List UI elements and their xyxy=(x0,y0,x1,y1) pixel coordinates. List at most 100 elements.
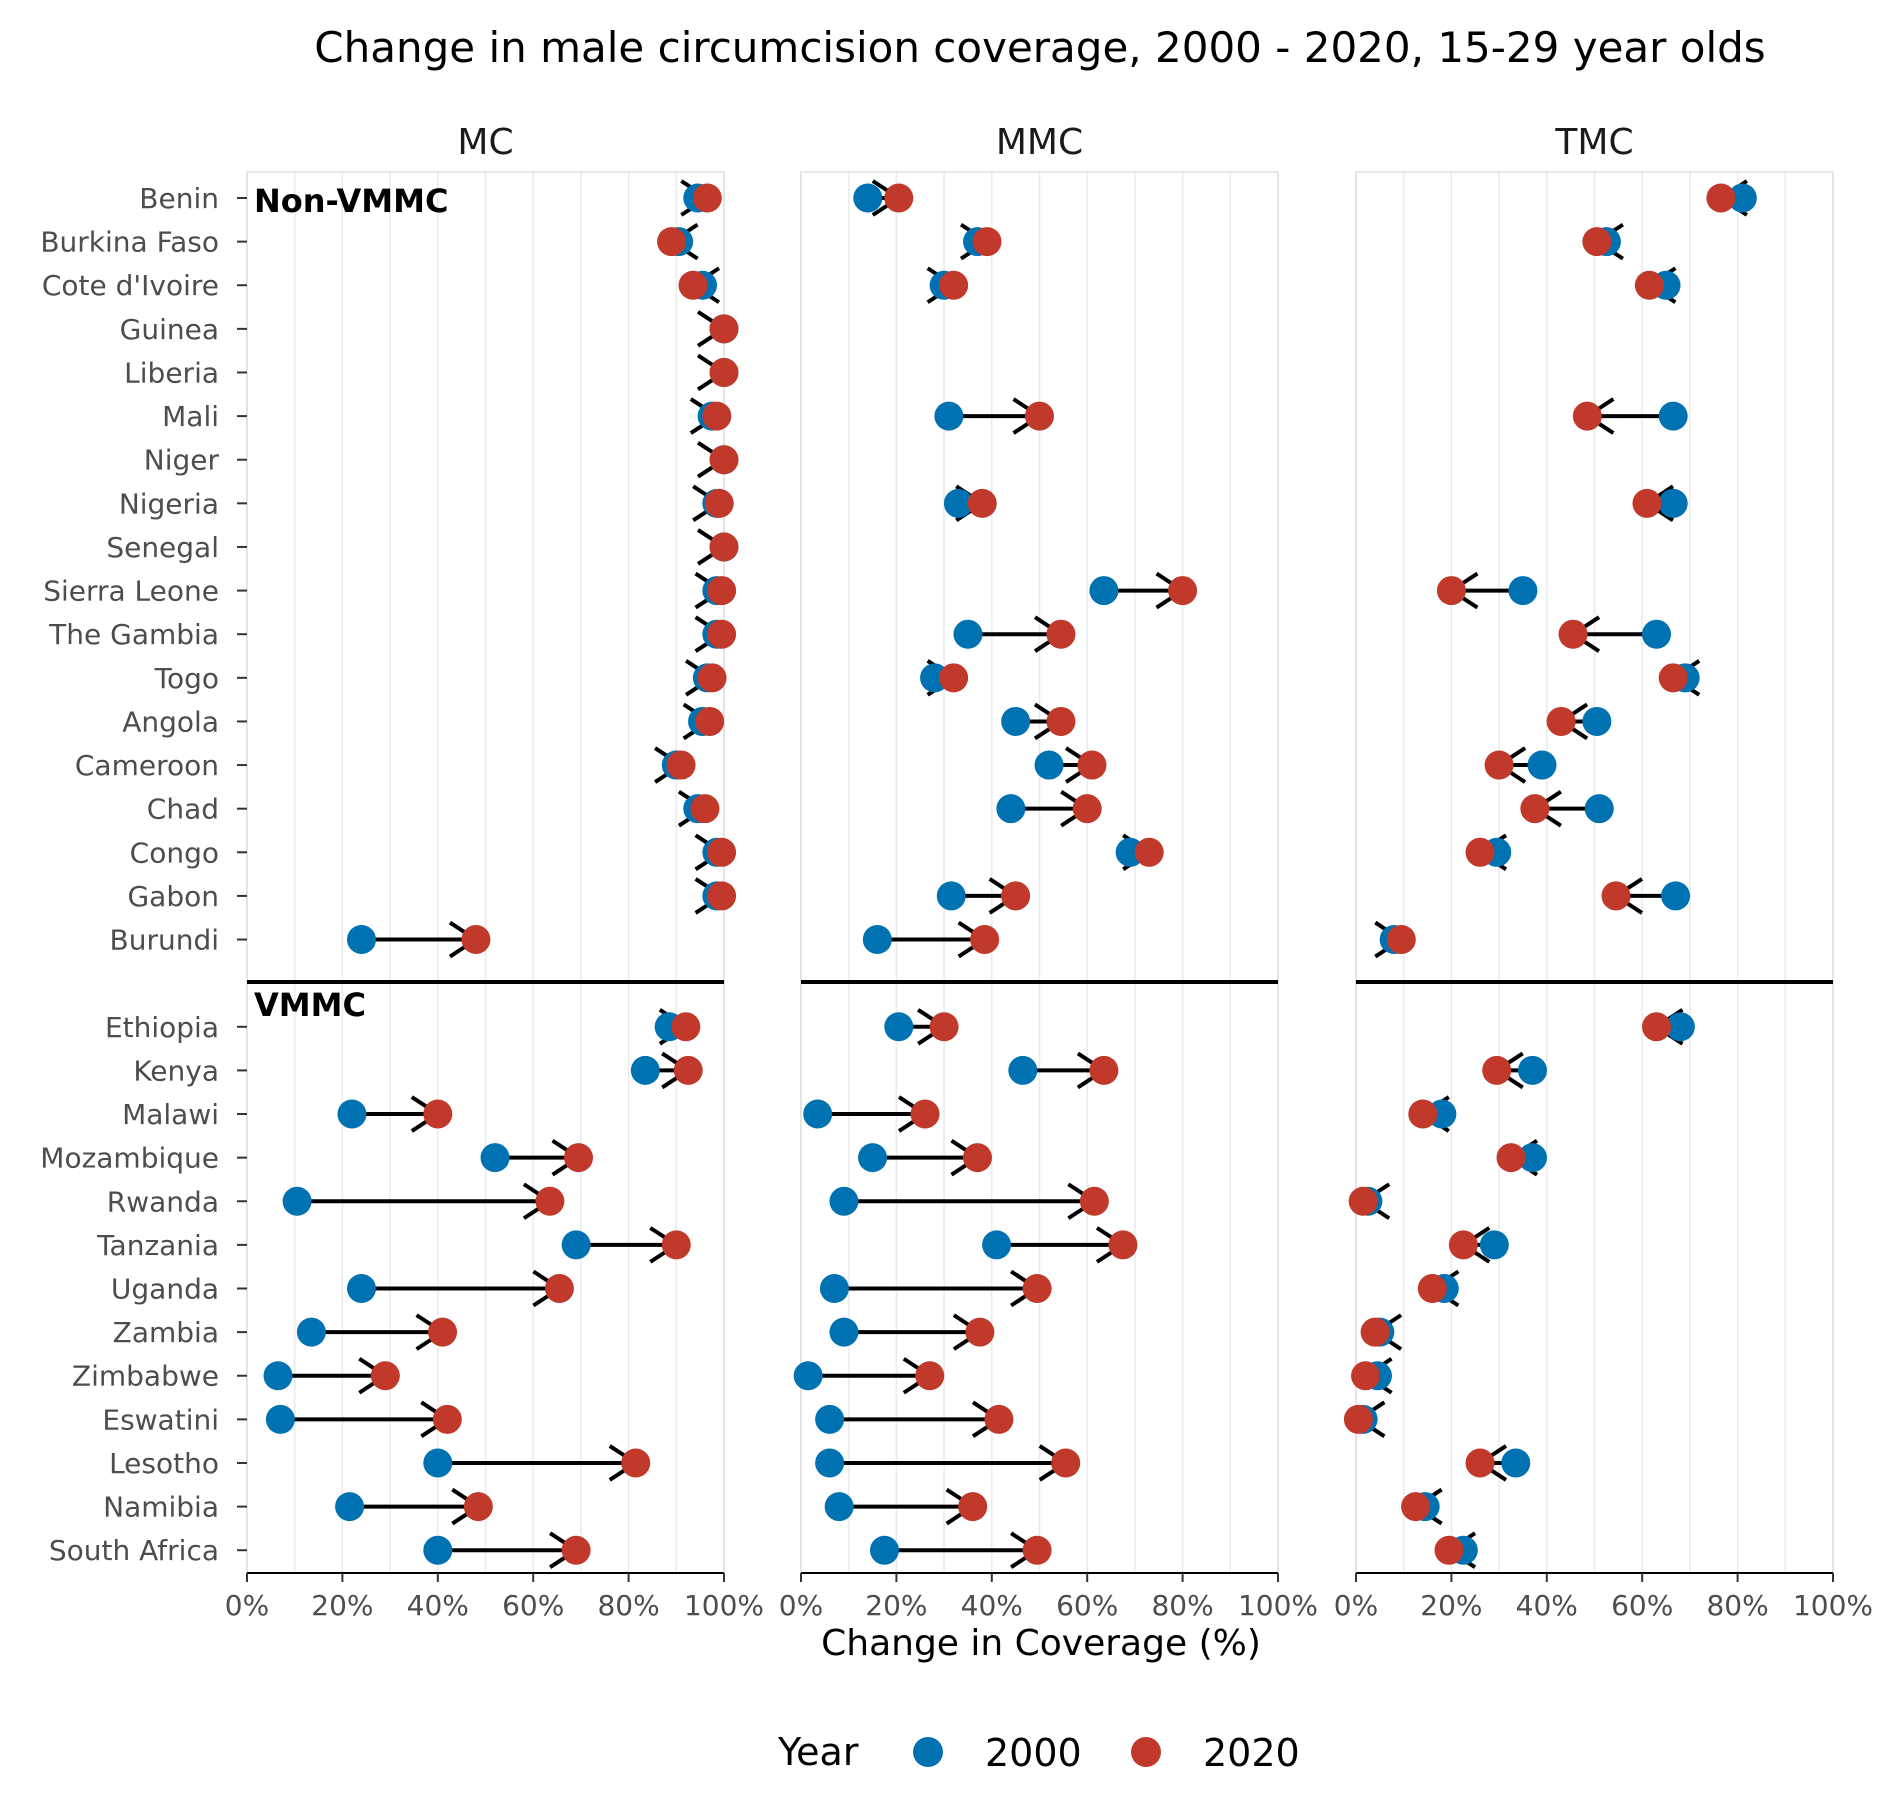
point-2020 xyxy=(1546,706,1576,736)
y-axis-label: Senegal xyxy=(106,531,219,564)
point-2020 xyxy=(1658,663,1688,693)
point-2000 xyxy=(1582,706,1612,736)
y-axis-label: Sierra Leone xyxy=(43,575,219,608)
point-2020 xyxy=(544,1274,574,1303)
point-2020 xyxy=(666,750,696,780)
group-label-vmmc: VMMC xyxy=(254,986,366,1024)
point-2020 xyxy=(1072,794,1102,824)
x-tick-label: 60% xyxy=(502,1589,564,1622)
x-tick-label: 60% xyxy=(1056,1589,1118,1622)
point-2020 xyxy=(621,1448,651,1478)
point-2020 xyxy=(965,1317,995,1347)
point-2020 xyxy=(1436,576,1466,606)
y-axis-label: Cote d'Ivoire xyxy=(42,269,219,302)
point-2000 xyxy=(953,619,983,649)
point-2000 xyxy=(423,1448,453,1478)
point-2020 xyxy=(958,1492,988,1522)
x-tick-label: 60% xyxy=(1611,1589,1673,1622)
point-2000 xyxy=(819,1274,849,1303)
point-2020 xyxy=(1465,837,1495,867)
point-2000 xyxy=(853,183,883,213)
x-tick-label: 20% xyxy=(311,1589,373,1622)
point-2020 xyxy=(1634,270,1664,300)
legend-title: Year xyxy=(777,1730,859,1774)
point-2020 xyxy=(1408,1099,1438,1129)
point-2020 xyxy=(673,1055,703,1085)
y-axis-label: Benin xyxy=(139,182,219,215)
point-2020 xyxy=(1089,1055,1119,1085)
y-axis-label: Eswatini xyxy=(102,1403,219,1436)
point-2020 xyxy=(1417,1274,1447,1303)
point-2020 xyxy=(1079,1186,1109,1216)
point-2000 xyxy=(1658,488,1688,518)
point-2020 xyxy=(915,1361,945,1391)
point-2020 xyxy=(707,837,737,867)
point-2020 xyxy=(1051,1448,1081,1478)
y-axis-label: Gabon xyxy=(127,880,219,913)
point-2020 xyxy=(1001,881,1031,911)
point-2020 xyxy=(709,445,739,475)
y-axis-label: Zimbabwe xyxy=(72,1360,219,1393)
point-2020 xyxy=(370,1361,400,1391)
point-2020 xyxy=(1484,750,1514,780)
point-2020 xyxy=(1434,1535,1464,1565)
point-2000 xyxy=(1665,1012,1695,1042)
point-2020 xyxy=(1642,1012,1672,1042)
point-2020 xyxy=(671,1012,701,1042)
x-tick-label: 0% xyxy=(225,1589,269,1622)
point-2000 xyxy=(282,1186,312,1216)
point-2020 xyxy=(707,881,737,911)
x-tick-label: 100% xyxy=(1793,1589,1873,1622)
point-2000 xyxy=(803,1099,833,1129)
point-2020 xyxy=(1168,576,1198,606)
point-2000 xyxy=(824,1492,854,1522)
x-tick-label: 40% xyxy=(1516,1589,1578,1622)
point-2020 xyxy=(461,925,491,955)
point-2000 xyxy=(1642,619,1672,649)
point-2020 xyxy=(1401,1492,1431,1522)
point-2000 xyxy=(862,925,892,955)
point-2020 xyxy=(1348,1186,1378,1216)
point-2020 xyxy=(1706,183,1736,213)
point-2000 xyxy=(423,1535,453,1565)
point-2000 xyxy=(815,1404,845,1434)
point-2020 xyxy=(678,270,708,300)
point-2020 xyxy=(1572,401,1602,431)
y-axis-label: Congo xyxy=(130,836,219,869)
point-2000 xyxy=(1501,1448,1531,1478)
y-axis-label: Malawi xyxy=(122,1098,219,1131)
point-2020 xyxy=(1465,1448,1495,1478)
y-axis-label: Guinea xyxy=(120,313,219,346)
point-2000 xyxy=(480,1143,510,1173)
point-2020 xyxy=(709,532,739,562)
point-2020 xyxy=(1496,1143,1526,1173)
point-2020 xyxy=(707,576,737,606)
y-axis-label: Cameroon xyxy=(75,749,219,782)
point-2020 xyxy=(702,401,732,431)
y-axis-label: Lesotho xyxy=(109,1447,219,1480)
y-axis-label: Chad xyxy=(147,793,219,826)
chart-title: Change in male circumcision coverage, 20… xyxy=(314,23,1765,72)
point-2020 xyxy=(1558,619,1588,649)
x-tick-label: 100% xyxy=(684,1589,764,1622)
point-2000 xyxy=(337,1099,367,1129)
x-tick-label: 100% xyxy=(1238,1589,1318,1622)
point-2020 xyxy=(1046,706,1076,736)
y-axis-label: Kenya xyxy=(133,1054,219,1087)
point-2020 xyxy=(1343,1404,1373,1434)
point-2000 xyxy=(263,1361,293,1391)
legend-marker-2000 xyxy=(913,1737,943,1767)
point-2020 xyxy=(423,1099,453,1129)
y-axis-label: South Africa xyxy=(49,1534,219,1567)
point-2020 xyxy=(1386,925,1416,955)
y-axis-label: Zambia xyxy=(113,1316,219,1349)
point-2020 xyxy=(709,314,739,344)
point-2000 xyxy=(265,1404,295,1434)
point-2020 xyxy=(428,1317,458,1347)
point-2000 xyxy=(869,1535,899,1565)
point-2000 xyxy=(1658,401,1688,431)
point-2020 xyxy=(695,706,725,736)
x-tick-label: 40% xyxy=(961,1589,1023,1622)
y-axis-label: Mali xyxy=(162,400,219,433)
point-2020 xyxy=(984,1404,1014,1434)
